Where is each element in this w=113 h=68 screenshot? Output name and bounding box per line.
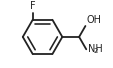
Text: F: F	[30, 1, 35, 11]
Text: NH: NH	[87, 44, 102, 54]
Text: OH: OH	[86, 15, 101, 25]
Text: 2: 2	[92, 48, 97, 54]
